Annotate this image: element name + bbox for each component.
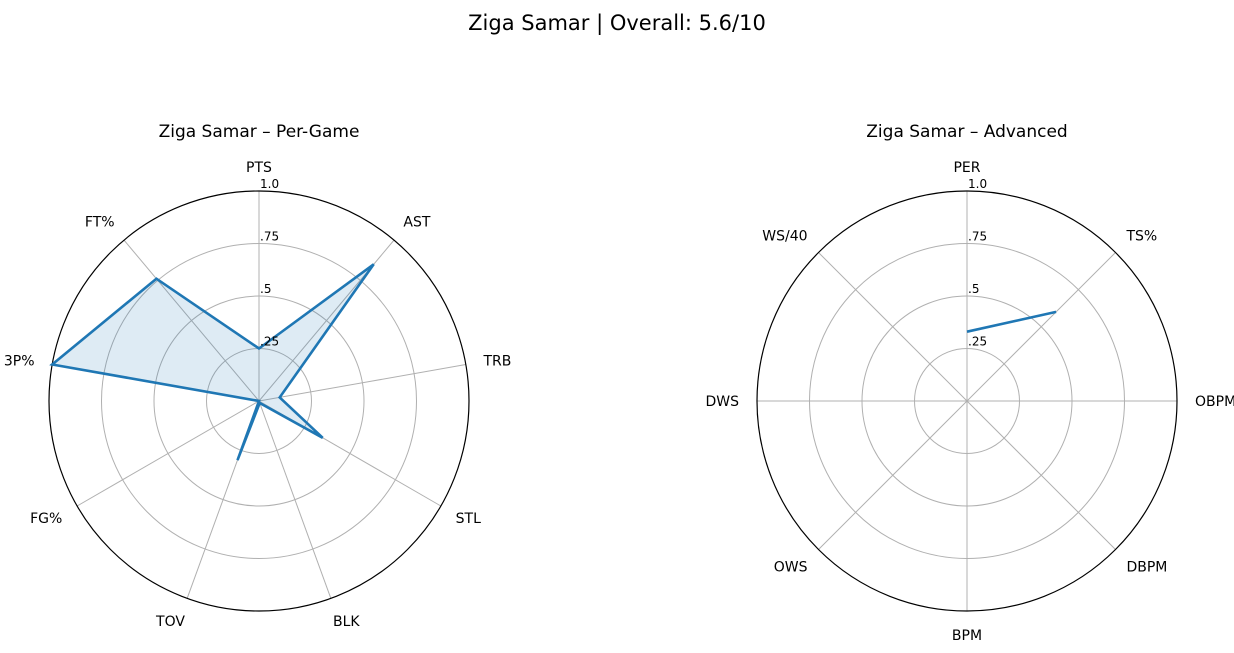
axis-label-fgpct: FG%: [30, 511, 62, 527]
chart-title: Ziga Samar – Per-Game: [159, 122, 360, 142]
axis-label-per: PER: [953, 160, 980, 176]
axis-label-bpm: BPM: [952, 628, 982, 644]
grid-spoke: [818, 400, 968, 550]
axis-label-tov: TOV: [155, 614, 185, 630]
polar-frame: [48, 190, 470, 612]
grid-spoke: [258, 364, 466, 402]
axis-label-pts: PTS: [246, 160, 272, 176]
axis-label-ast: AST: [403, 215, 430, 231]
series-line: [966, 310, 1057, 333]
grid-spoke: [123, 239, 260, 402]
polar-frame: [756, 190, 1178, 612]
axis-label-blk: BLK: [333, 614, 360, 630]
grid-spoke: [966, 252, 1116, 402]
radial-tick-label: .5: [260, 282, 271, 296]
radial-tick-label: 1.0: [260, 177, 279, 191]
radial-tick-label: 1.0: [968, 177, 987, 191]
chart-title: Ziga Samar – Advanced: [866, 122, 1067, 142]
radial-tick-label: .75: [260, 230, 279, 244]
grid-spoke: [258, 400, 332, 599]
grid-spoke: [818, 252, 968, 402]
series-area: [52, 264, 374, 461]
axis-label-ows: OWS: [774, 559, 808, 575]
axis-label-tspct: TS%: [1125, 229, 1157, 245]
axis-label-stl: STL: [456, 511, 481, 527]
series-line: [49, 263, 375, 461]
axis-label-obpm: OBPM: [1195, 394, 1234, 410]
axis-label-dws: DWS: [705, 394, 739, 410]
radial-tick-label: .75: [968, 230, 987, 244]
axis-label-ws-40: WS/40: [762, 229, 807, 245]
axis-label-ftpct: FT%: [85, 215, 115, 231]
figure-title: Ziga Samar | Overall: 5.6/10: [468, 11, 766, 36]
radial-tick-label: .25: [260, 335, 279, 349]
radial-tick-label: .5: [968, 282, 979, 296]
axis-label-trb: TRB: [482, 353, 511, 369]
axis-label-3ppct: 3P%: [4, 353, 35, 369]
grid-spoke: [966, 400, 1116, 550]
grid-spoke: [76, 400, 260, 507]
axis-label-dbpm: DBPM: [1126, 559, 1167, 575]
radial-tick-label: .25: [968, 335, 987, 349]
